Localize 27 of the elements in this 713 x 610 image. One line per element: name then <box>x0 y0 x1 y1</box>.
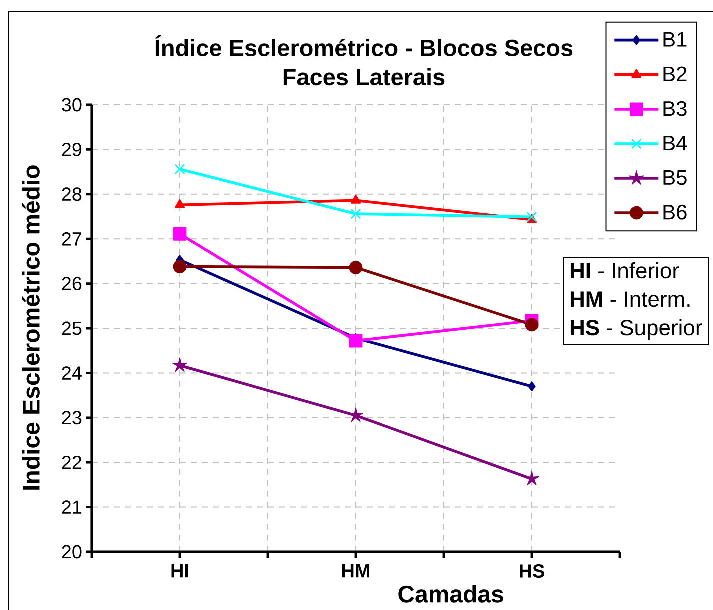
x-tick-label: HI <box>172 564 188 578</box>
annotation: HI - Inferior <box>570 262 680 279</box>
y-tick-label: 25 <box>62 322 82 336</box>
legend-label: B4 <box>664 136 688 151</box>
y-tick-label: 24 <box>62 366 82 380</box>
y-tick-label: 21 <box>62 500 82 514</box>
y-tick-label: 23 <box>62 411 82 425</box>
chart-title: Índice Esclerométrico - Blocos Secos <box>156 35 573 57</box>
legend-label: B3 <box>664 101 687 116</box>
annotation: HS - Superior <box>570 320 702 340</box>
y-tick-label: 26 <box>62 277 82 291</box>
x-axis-title: Camadas <box>398 585 504 603</box>
legend-label: B6 <box>664 204 687 220</box>
x-tick-label: HM <box>342 564 370 578</box>
annotation: HM - Interm. <box>570 292 690 308</box>
y-tick-label: 29 <box>62 142 82 156</box>
y-tick-label: 22 <box>62 456 82 470</box>
legend-label: B2 <box>664 66 687 82</box>
x-tick-label: HS <box>520 564 544 578</box>
legend-label: B5 <box>664 170 687 186</box>
y-tick-label: 27 <box>62 232 82 246</box>
y-tick-label: 20 <box>62 545 82 559</box>
y-axis-title: Indice Esclerométrico médio <box>22 166 40 490</box>
y-tick-label: 30 <box>62 98 82 112</box>
y-tick-label: 28 <box>62 188 82 202</box>
legend-label: B1 <box>664 32 687 47</box>
chart-subtitle: Faces Laterais <box>284 68 445 86</box>
